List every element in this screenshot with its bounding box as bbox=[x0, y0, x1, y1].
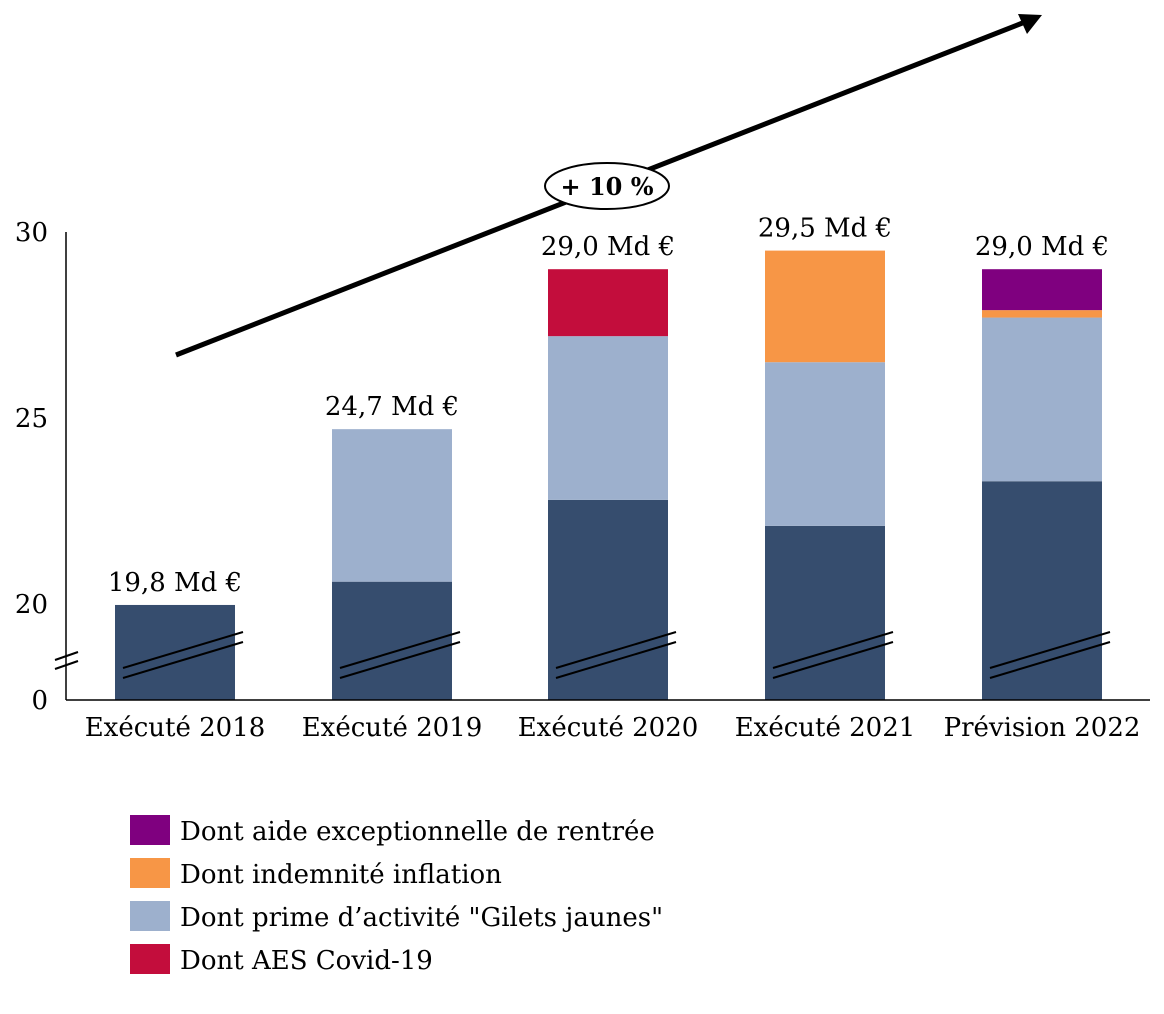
bar-segment bbox=[548, 499, 668, 700]
x-tick-label: Prévision 2022 bbox=[944, 713, 1141, 743]
legend-label: Dont prime d’activité "Gilets jaunes" bbox=[180, 903, 663, 933]
total-label: 24,7 Md € bbox=[325, 392, 459, 422]
bar-segment bbox=[982, 269, 1102, 311]
bar-break bbox=[339, 631, 461, 679]
bar-segment bbox=[332, 429, 452, 582]
legend-label: Dont AES Covid-19 bbox=[180, 946, 433, 976]
legend-swatch bbox=[130, 944, 170, 974]
total-label: 29,0 Md € bbox=[975, 232, 1109, 262]
growth-annotation-ellipse bbox=[544, 162, 670, 210]
legend-swatch bbox=[130, 815, 170, 845]
bar-segment bbox=[765, 525, 885, 700]
x-tick-label: Exécuté 2018 bbox=[85, 713, 266, 743]
growth-annotation: + 10 % bbox=[560, 172, 653, 201]
bar-break bbox=[122, 631, 244, 679]
bar-segment bbox=[765, 362, 885, 526]
bar-break bbox=[555, 631, 677, 679]
y-tick-label: 20 bbox=[15, 590, 48, 620]
x-tick-label: Exécuté 2021 bbox=[735, 713, 916, 743]
legend-label: Dont aide exceptionnelle de rentrée bbox=[180, 817, 655, 847]
bar-break bbox=[772, 631, 894, 679]
bars bbox=[115, 250, 1102, 700]
x-tick-label: Exécuté 2019 bbox=[302, 713, 483, 743]
axis-breaks bbox=[122, 631, 1111, 679]
total-label: 29,5 Md € bbox=[758, 214, 892, 244]
total-label: 29,0 Md € bbox=[541, 232, 675, 262]
bar-segment bbox=[982, 481, 1102, 700]
bar-segment bbox=[982, 317, 1102, 482]
bar-segment bbox=[548, 269, 668, 337]
y-tick-label: 0 bbox=[31, 686, 48, 716]
legend-label: Dont indemnité inflation bbox=[180, 860, 502, 890]
y-axis-break bbox=[54, 651, 79, 670]
y-tick-label: 30 bbox=[15, 218, 48, 248]
bar-segment bbox=[982, 310, 1102, 318]
bar-segment bbox=[765, 250, 885, 363]
legend: Dont aide exceptionnelle de rentrée Dont … bbox=[130, 815, 663, 976]
y-tick-label: 25 bbox=[15, 404, 48, 434]
legend-swatch bbox=[130, 858, 170, 888]
total-label: 19,8 Md € bbox=[108, 568, 242, 598]
x-tick-label: Exécuté 2020 bbox=[518, 713, 699, 743]
bar-break bbox=[989, 631, 1111, 679]
legend-swatch bbox=[130, 901, 170, 931]
bar-segment bbox=[548, 336, 668, 500]
